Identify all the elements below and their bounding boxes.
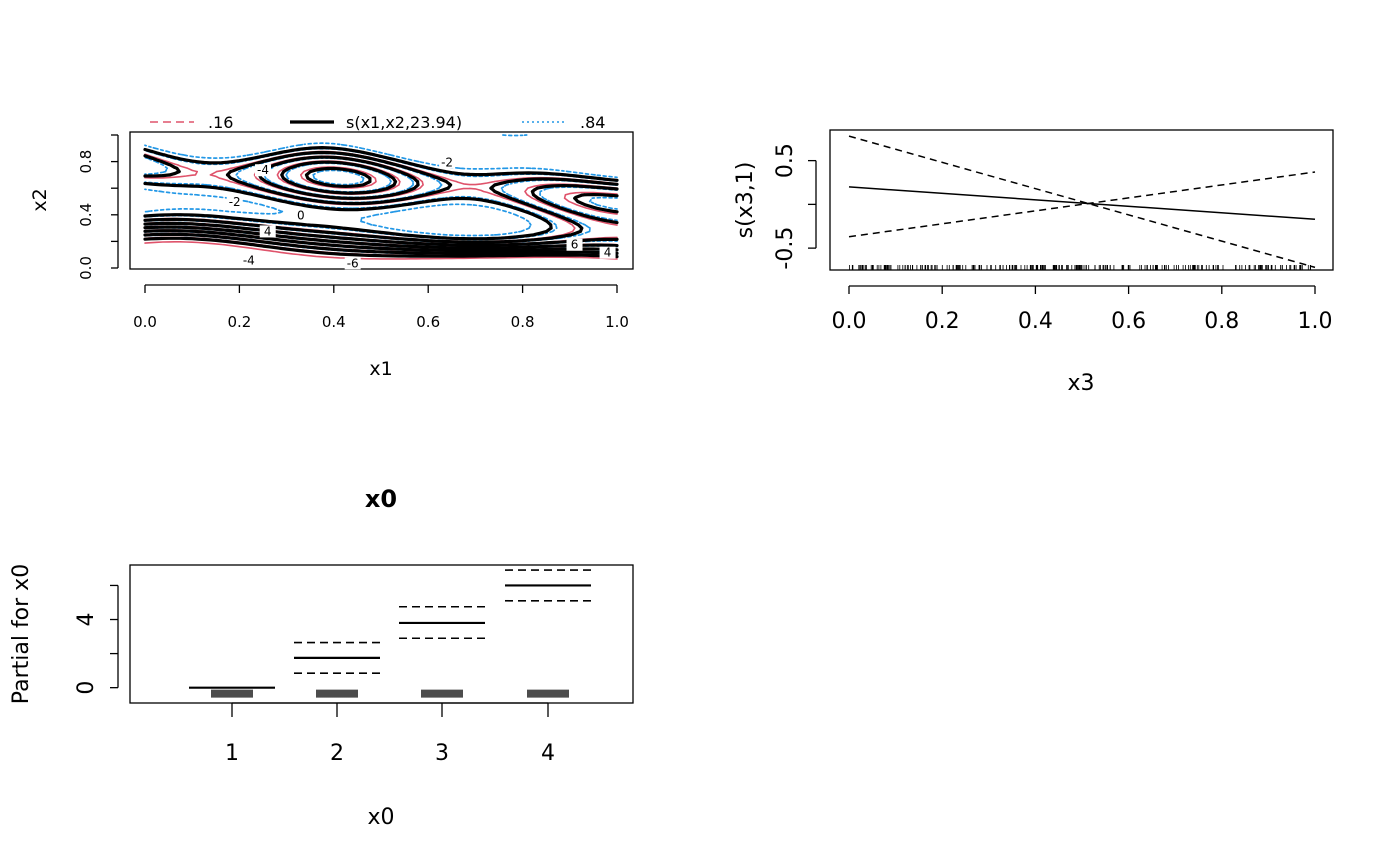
x-tick-label: 1.0 (605, 313, 629, 331)
smooth-x-axis: 0.0 0.2 0.4 0.6 0.8 1.0 (832, 285, 1333, 334)
contour-label-bg (566, 238, 583, 251)
rug-marks (849, 265, 1311, 270)
rug-marks (527, 689, 569, 698)
smooth-ci-line (848, 171, 1316, 238)
contour-plot-frame (129, 131, 634, 270)
contour-label: 4 (604, 246, 612, 260)
x-tick-label: 1.0 (1298, 309, 1333, 334)
legend-label: s(x1,x2,23.94) (346, 113, 462, 132)
x-tick-label: 0.4 (1018, 309, 1053, 334)
contour-estimate (143, 160, 619, 250)
contour-estimate (143, 232, 619, 255)
y-tick-label: 0 (74, 681, 99, 695)
contour-label-bg (259, 225, 276, 238)
contour-y-label: x2 (29, 188, 51, 211)
x-tick-label: 0.0 (133, 313, 157, 331)
factor-y-label: Partial for x0 (9, 564, 34, 704)
smooth-panel: 0.0 0.2 0.4 0.6 0.8 1.0 -0.5 0.5 x3 s(x3,1) (733, 129, 1334, 396)
contour-label: -6 (347, 256, 359, 270)
contour-lines (143, 134, 619, 260)
y-tick-label: 0.8 (77, 150, 95, 174)
smooth-series (848, 135, 1316, 269)
rug-marks (316, 689, 358, 698)
contour-upper (144, 134, 618, 237)
smooth-y-label: s(x3,1) (733, 162, 758, 239)
contour-label: -2 (229, 195, 241, 209)
contour-estimate (143, 236, 619, 259)
contour-x-axis: 0.0 0.2 0.4 0.6 0.8 1.0 (133, 284, 629, 331)
y-tick-label: 4 (74, 613, 99, 627)
contour-label-bg (292, 209, 309, 222)
contour-estimate (143, 150, 619, 244)
factor-y-axis: 04 (74, 584, 119, 695)
contour-legend: .16 s(x1,x2,23.94) .84 (150, 113, 605, 132)
contour-label-bg (344, 257, 361, 270)
x-tick-label: 0.2 (925, 309, 960, 334)
smooth-estimate-line (848, 186, 1316, 220)
contour-x-label: x1 (369, 358, 392, 380)
x-tick-label: 0.6 (1111, 309, 1146, 334)
x-tick-label: 3 (435, 741, 449, 766)
factor-x-label: x0 (367, 805, 394, 830)
smooth-plot-frame (829, 129, 1334, 271)
contour-lower (144, 241, 618, 260)
contour-estimate (143, 146, 619, 241)
x-tick-label: 0.6 (416, 313, 440, 331)
y-tick-label: 0.0 (77, 256, 95, 280)
contour-label: -4 (257, 163, 269, 177)
x-tick-label: 0.2 (227, 313, 251, 331)
y-tick-label: -0.5 (773, 227, 798, 270)
contour-labels: -4 -2 0 4 -2 6 4 -4 -6 (226, 155, 616, 270)
contour-label-bg (599, 246, 616, 259)
legend-label: .84 (580, 113, 605, 132)
contour-label: 0 (297, 208, 305, 222)
contour-label: -4 (243, 254, 255, 268)
contour-label-bg (439, 156, 456, 169)
smooth-y-axis: -0.5 0.5 (773, 143, 817, 270)
legend-label: .16 (208, 113, 233, 132)
rug-marks (211, 689, 253, 698)
contour-panel: -4 -2 0 4 -2 6 4 -4 -6 0.0 0.2 0.4 0.6 0.8 1.0 0.0 0.4… (29, 113, 634, 380)
x-tick-label: 1 (225, 741, 239, 766)
x-tick-label: 0.4 (322, 313, 346, 331)
x-tick-label: 0.8 (1204, 309, 1239, 334)
contour-label-bg (226, 196, 243, 209)
contour-y-axis: 0.0 0.4 0.8 (77, 134, 119, 280)
factor-x-axis: 1 2 3 4 (225, 702, 555, 766)
y-tick-label: 0.5 (773, 143, 798, 178)
factor-title: x0 (365, 485, 397, 513)
factor-series (189, 569, 591, 689)
y-tick-label: 0.4 (77, 203, 95, 227)
smooth-x-label: x3 (1067, 371, 1094, 396)
factor-rug (211, 689, 569, 698)
contour-label-bg (240, 254, 257, 267)
contour-label-bg (255, 164, 271, 177)
x-tick-label: 4 (541, 741, 555, 766)
contour-label: -2 (441, 155, 453, 169)
smooth-rug (849, 265, 1311, 270)
x-tick-label: 0.0 (832, 309, 867, 334)
x-tick-label: 2 (330, 741, 344, 766)
contour-label: 6 (571, 238, 579, 252)
contour-label: 4 (264, 224, 272, 238)
smooth-ci-line (848, 135, 1316, 269)
x-tick-label: 0.8 (511, 313, 535, 331)
rug-marks (421, 689, 463, 698)
